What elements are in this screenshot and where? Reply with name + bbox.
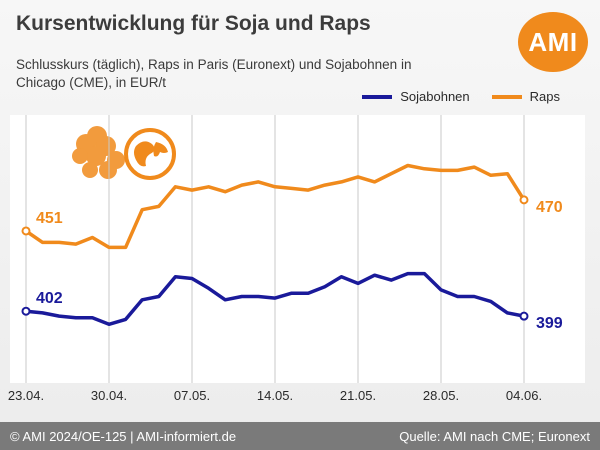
series-layer [21,163,529,327]
footer-source: Quelle: AMI nach CME; Euronext [399,428,590,444]
footer: © AMI 2024/OE-125 | AMI-informiert.de Qu… [0,422,600,450]
legend-item-sojabohnen: Sojabohnen [362,89,470,104]
footer-copyright: © AMI 2024/OE-125 | AMI-informiert.de [10,428,237,444]
end-point-raps [519,195,529,205]
x-tick-label: 23.04. [8,388,44,403]
ami-logo: AMI [518,12,588,72]
legend-item-raps: Raps [491,89,560,104]
legend-swatch-sojabohnen [362,94,393,99]
start-label-raps: 451 [36,210,63,227]
legend-swatch-raps [491,94,522,99]
start-label-sojabohnen: 402 [36,290,63,307]
start-point-raps [21,226,31,236]
x-tick-label: 28.05. [423,388,459,403]
rapeseed-flower-icon [72,126,125,179]
chart-subtitle: Schlusskurs (täglich), Raps in Paris (Eu… [16,57,412,90]
x-tick-label: 21.05. [340,388,376,403]
legend-label-sojabohnen: Sojabohnen [400,89,470,104]
x-axis-ticks: 23.04. 30.04. 07.05. 14.05. 21.05. 28.05. 04.0… [8,388,542,403]
x-tick-label: 30.04. [91,388,127,403]
legend-label-raps: Raps [529,89,560,104]
data-labels: 451 470 402 399 [36,199,563,332]
end-label-sojabohnen: 399 [536,315,563,332]
chart-title: Kursentwicklung für Soja und Raps [16,12,371,35]
x-tick-label: 07.05. [174,388,210,403]
globe-icon [124,128,176,180]
chart-legend: Sojabohnen Raps [362,89,560,104]
x-tick-label: 04.06. [506,388,542,403]
x-gridlines [25,115,525,383]
start-point-sojabohnen [21,306,31,316]
series-line-raps [24,163,526,250]
end-label-raps: 470 [536,199,563,216]
series-line-sojabohnen [24,271,526,327]
end-point-sojabohnen [519,311,529,321]
x-tick-label: 14.05. [257,388,293,403]
plot-panel [10,115,585,383]
